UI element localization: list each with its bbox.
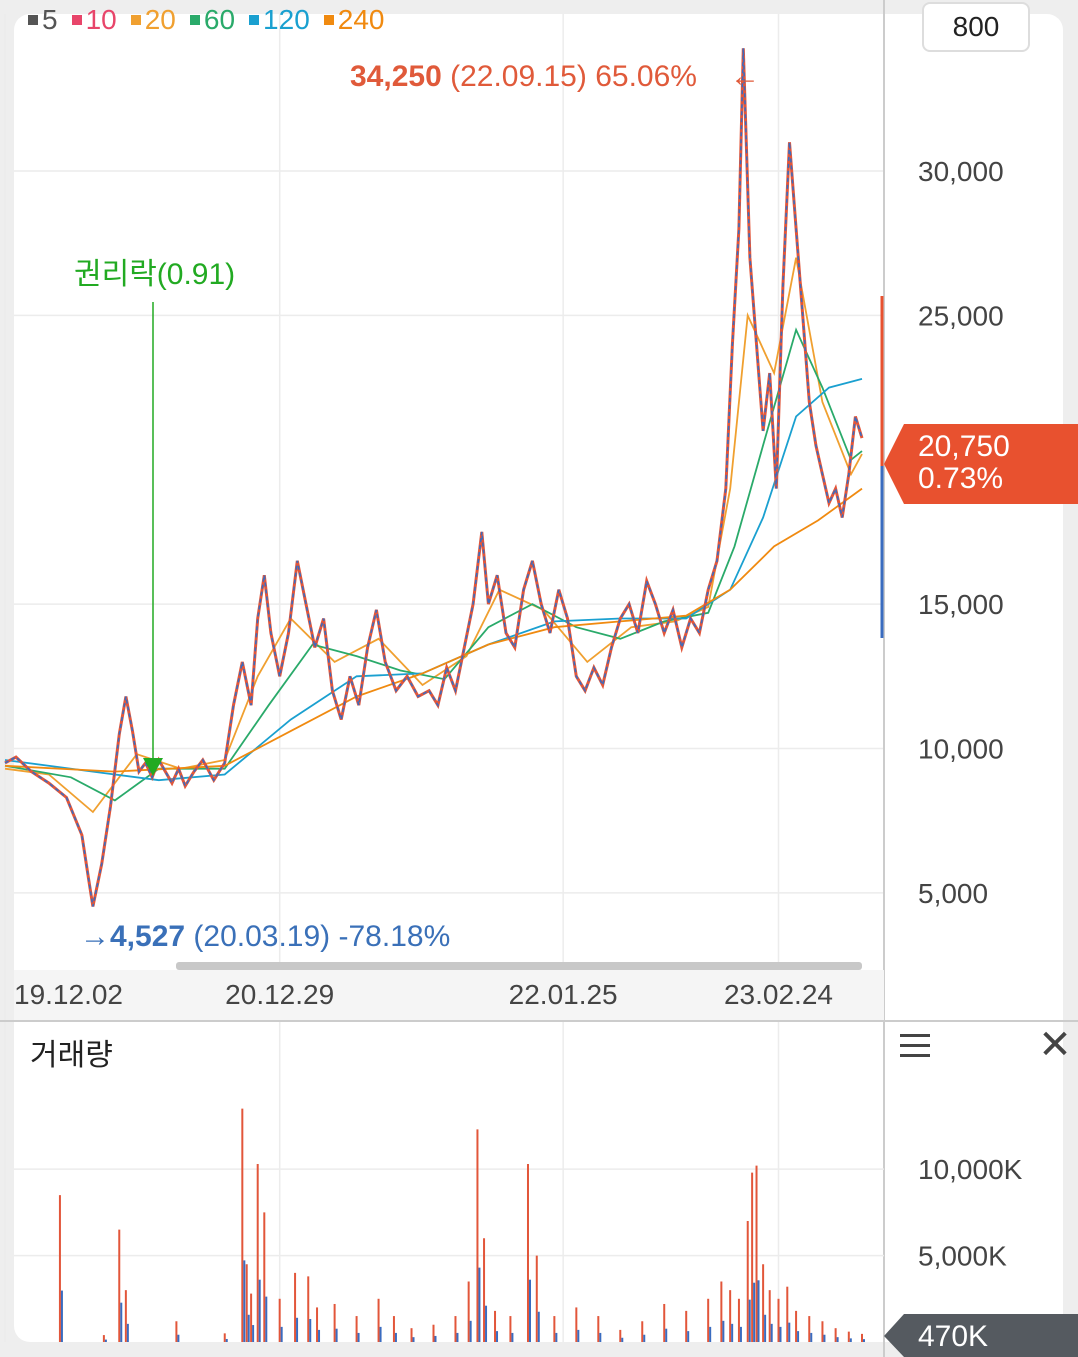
low-detail: (20.03.19) -78.18% — [185, 920, 450, 953]
y-tick-label: 25,000 — [918, 300, 1004, 331]
ma-legend-swatch — [130, 15, 141, 25]
y-tick-label: 5,000 — [918, 878, 988, 909]
price-line-down — [4, 48, 863, 907]
x-tick-label: 19.12.02 — [14, 979, 123, 1010]
x-tick-label: 23.02.24 — [724, 979, 833, 1010]
ma-legend-swatch — [249, 15, 260, 25]
high-annotation: 34,250 (22.09.15) 65.06% — [350, 60, 697, 93]
ma-legend-label: 10 — [85, 4, 117, 35]
rights-annotation: 권리락(0.91) — [74, 258, 235, 291]
ma-legend-item-20[interactable]: 20 — [130, 4, 176, 36]
current-price-tag-shape — [884, 424, 1078, 504]
ma-legend-swatch — [71, 15, 82, 25]
ma-legend-item-60[interactable]: 60 — [189, 4, 236, 36]
chart-card — [14, 14, 1063, 1342]
volume-tick-label: 10,000K — [918, 1154, 1023, 1185]
high-detail: (22.09.15) 65.06% — [442, 60, 697, 93]
ma-legend-item-120[interactable]: 120 — [249, 4, 310, 36]
low-arrow-icon: → — [80, 920, 110, 953]
ma-legend-label: 60 — [203, 4, 236, 35]
menu-icon[interactable] — [900, 1034, 930, 1060]
scale-box[interactable]: 800 — [922, 2, 1030, 52]
ma-legend-label: 20 — [144, 4, 176, 35]
ma-legend-label: 5 — [42, 4, 58, 35]
current-volume-tag-shape — [884, 1314, 1078, 1357]
volume-tick-label: 5,000K — [918, 1241, 1007, 1272]
scrollbar — [176, 962, 862, 970]
y-tick-label: 30,000 — [918, 156, 1004, 187]
ma-legend-swatch — [323, 15, 334, 25]
ma-legend-item-240[interactable]: 240 — [323, 4, 385, 36]
ma-line-240 — [4, 487, 863, 773]
ma-legend-item-10[interactable]: 10 — [71, 4, 117, 36]
ma-legend-label: 240 — [337, 4, 385, 35]
ma-legend-swatch — [189, 15, 200, 25]
high-value: 34,250 — [350, 60, 442, 93]
high-arrow-icon: ← — [730, 60, 760, 93]
current-price-value: 20,750 — [918, 430, 1010, 463]
current-price-change: 0.73% — [918, 462, 1004, 495]
moving-average-legend[interactable]: 5 10 20 60 120 240 — [28, 4, 384, 36]
current-volume-tag: 470K — [884, 1314, 1078, 1357]
rights-marker-arrow-icon — [143, 758, 163, 776]
x-tick-label: 22.01.25 — [509, 979, 618, 1010]
x-tick-label: 20.12.29 — [225, 979, 334, 1010]
ma-legend-swatch — [28, 15, 38, 25]
close-icon[interactable]: ✕ — [1038, 1023, 1072, 1067]
y-tick-label: 10,000 — [918, 733, 1004, 764]
low-annotation: →4,527 (20.03.19) -78.18% — [80, 920, 450, 953]
y-tick-label: 15,000 — [918, 589, 1004, 620]
ma-legend-label: 120 — [263, 4, 310, 35]
x-axis-band — [14, 970, 884, 1020]
ma-legend-item-5[interactable]: 5 — [28, 4, 58, 36]
volume-title: 거래량 — [30, 1039, 113, 1072]
current-price-tag: 20,750 0.73% — [884, 424, 1078, 504]
current-volume-value: 470K — [918, 1320, 989, 1353]
low-value: 4,527 — [110, 920, 185, 953]
ma-line-120 — [4, 378, 863, 782]
